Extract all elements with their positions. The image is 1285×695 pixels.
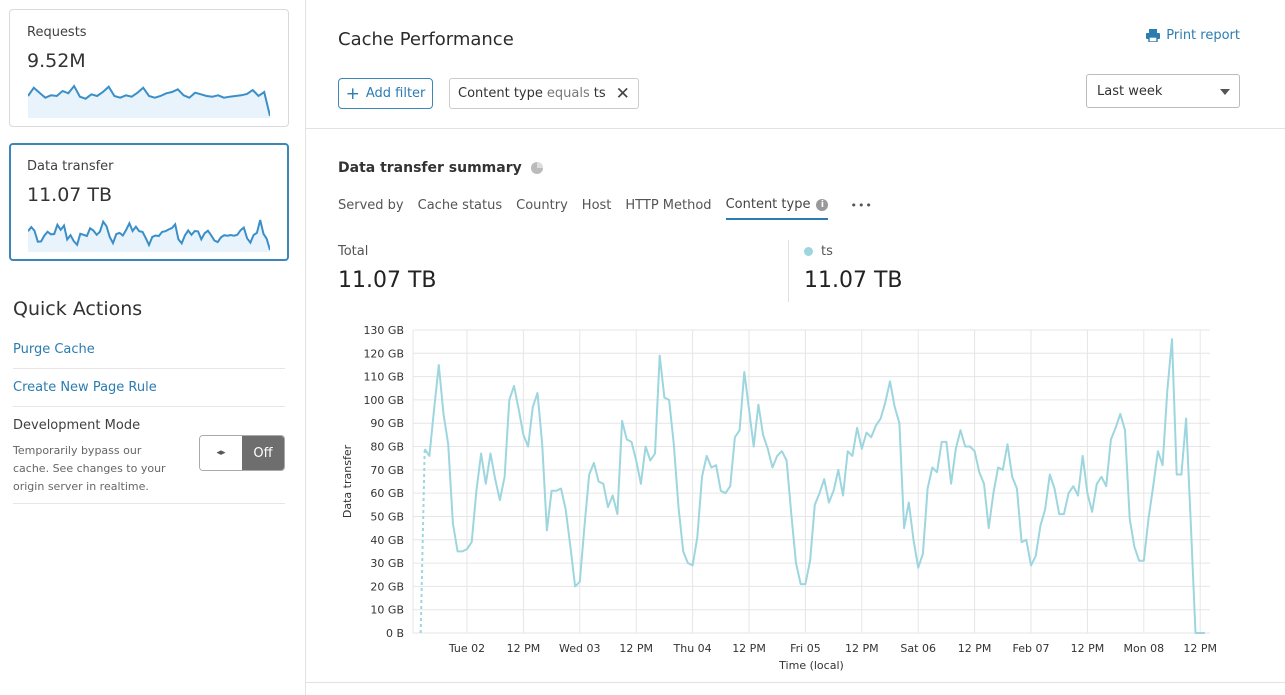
summary-title-text: Data transfer summary xyxy=(338,160,522,176)
page-title: Cache Performance xyxy=(338,29,514,50)
tab-label: Content type xyxy=(725,197,811,212)
create-page-rule-link[interactable]: Create New Page Rule xyxy=(13,380,157,395)
series-label: ts xyxy=(821,244,833,259)
printer-icon xyxy=(1146,29,1161,42)
sparkline-line xyxy=(28,219,270,251)
divider xyxy=(13,368,285,369)
tab-content-type[interactable]: Content type i xyxy=(725,197,829,220)
pie-chart-icon[interactable] xyxy=(530,161,544,175)
summary-title: Data transfer summary xyxy=(338,160,544,176)
tab-host[interactable]: Host xyxy=(581,198,612,213)
filter-chip[interactable]: Content type equals ts ✕ xyxy=(449,78,639,109)
requests-sparkline xyxy=(28,84,270,118)
filter-value: ts xyxy=(593,86,606,101)
time-range-select[interactable]: Last week xyxy=(1086,74,1240,108)
chevron-down-icon xyxy=(1220,89,1230,95)
card-value: 11.07 TB xyxy=(27,184,113,206)
time-range-value: Last week xyxy=(1097,83,1163,99)
tab-served-by[interactable]: Served by xyxy=(338,198,404,213)
toggle-handle-icon: ◂▸ xyxy=(200,436,242,470)
divider xyxy=(13,406,285,407)
divider xyxy=(306,682,1285,683)
total-value: 11.07 TB xyxy=(338,268,437,293)
main-panel: Cache Performance Print report + Add fil… xyxy=(306,0,1285,695)
divider xyxy=(788,240,789,302)
data-transfer-sparkline xyxy=(28,219,270,252)
card-label: Requests xyxy=(27,25,87,40)
dev-mode-label: Development Mode xyxy=(13,418,141,433)
remove-filter-icon[interactable]: ✕ xyxy=(615,83,630,104)
purge-cache-link[interactable]: Purge Cache xyxy=(13,342,95,357)
tab-cache-status[interactable]: Cache status xyxy=(417,198,503,213)
plus-icon: + xyxy=(345,83,360,104)
more-tabs-button[interactable]: ••• xyxy=(850,199,873,212)
quick-actions-title: Quick Actions xyxy=(13,298,143,320)
series-color-dot xyxy=(804,247,813,256)
add-filter-button[interactable]: + Add filter xyxy=(338,78,433,109)
series-legend: ts xyxy=(804,244,833,259)
dev-mode-description: Temporarily bypass our cache. See change… xyxy=(13,444,166,493)
tab-http-method[interactable]: HTTP Method xyxy=(625,198,712,213)
card-value: 9.52M xyxy=(27,50,86,72)
sparkline-line xyxy=(28,84,270,117)
total-label: Total xyxy=(338,244,369,259)
divider xyxy=(13,503,285,504)
info-icon[interactable]: i xyxy=(816,198,829,211)
filter-field: Content type xyxy=(458,86,543,101)
toggle-state: Off xyxy=(242,436,284,470)
divider xyxy=(306,128,1285,129)
series-value: 11.07 TB xyxy=(804,268,903,293)
add-filter-label: Add filter xyxy=(365,86,426,101)
print-report-label: Print report xyxy=(1166,28,1240,43)
tab-country[interactable]: Country xyxy=(516,198,568,213)
print-report-button[interactable]: Print report xyxy=(1146,28,1240,43)
sidebar: Requests 9.52M Data transfer 11.07 TB Qu… xyxy=(0,0,306,695)
sparkline-area xyxy=(28,86,270,118)
dev-mode-toggle[interactable]: ◂▸ Off xyxy=(199,435,285,471)
requests-card[interactable]: Requests 9.52M xyxy=(9,9,289,127)
breakdown-tabs: Served by Cache status Country Host HTTP… xyxy=(338,197,887,220)
sparkline-area xyxy=(28,220,270,252)
card-label: Data transfer xyxy=(27,159,114,174)
data-transfer-card[interactable]: Data transfer 11.07 TB xyxy=(9,143,289,261)
filter-operator: equals xyxy=(546,86,590,101)
